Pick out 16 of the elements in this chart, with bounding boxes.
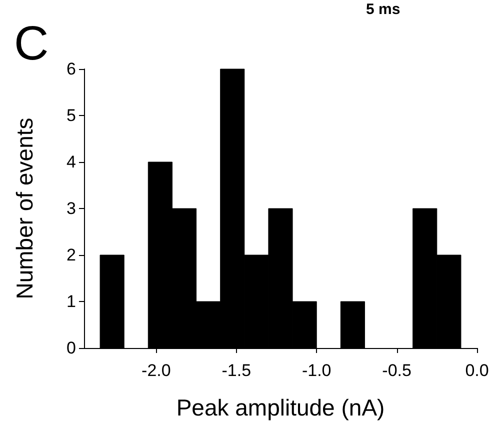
y-tick-label: 6 — [66, 60, 76, 78]
y-tick-label: 5 — [66, 106, 76, 125]
x-tick-label: 0.0 — [465, 361, 489, 380]
x-tick-label: -1.0 — [302, 361, 332, 380]
text: 5 ms — [366, 1, 400, 18]
y-tick-label: 4 — [66, 152, 76, 172]
y-tick-label: 3 — [66, 199, 76, 218]
y-tick-label: 1 — [66, 292, 76, 311]
y-axis-title: Number of events — [12, 118, 38, 300]
x-tick-label: -0.5 — [382, 361, 412, 380]
y-tick-label: 0 — [66, 338, 76, 358]
x-axis-title: Peak amplitude (nA) — [176, 394, 385, 420]
chart-title: C — [14, 18, 49, 70]
y-tick-label: 2 — [66, 246, 76, 264]
x-tick-label: -1.5 — [222, 361, 252, 380]
x-tick-label: -2.0 — [142, 361, 171, 380]
